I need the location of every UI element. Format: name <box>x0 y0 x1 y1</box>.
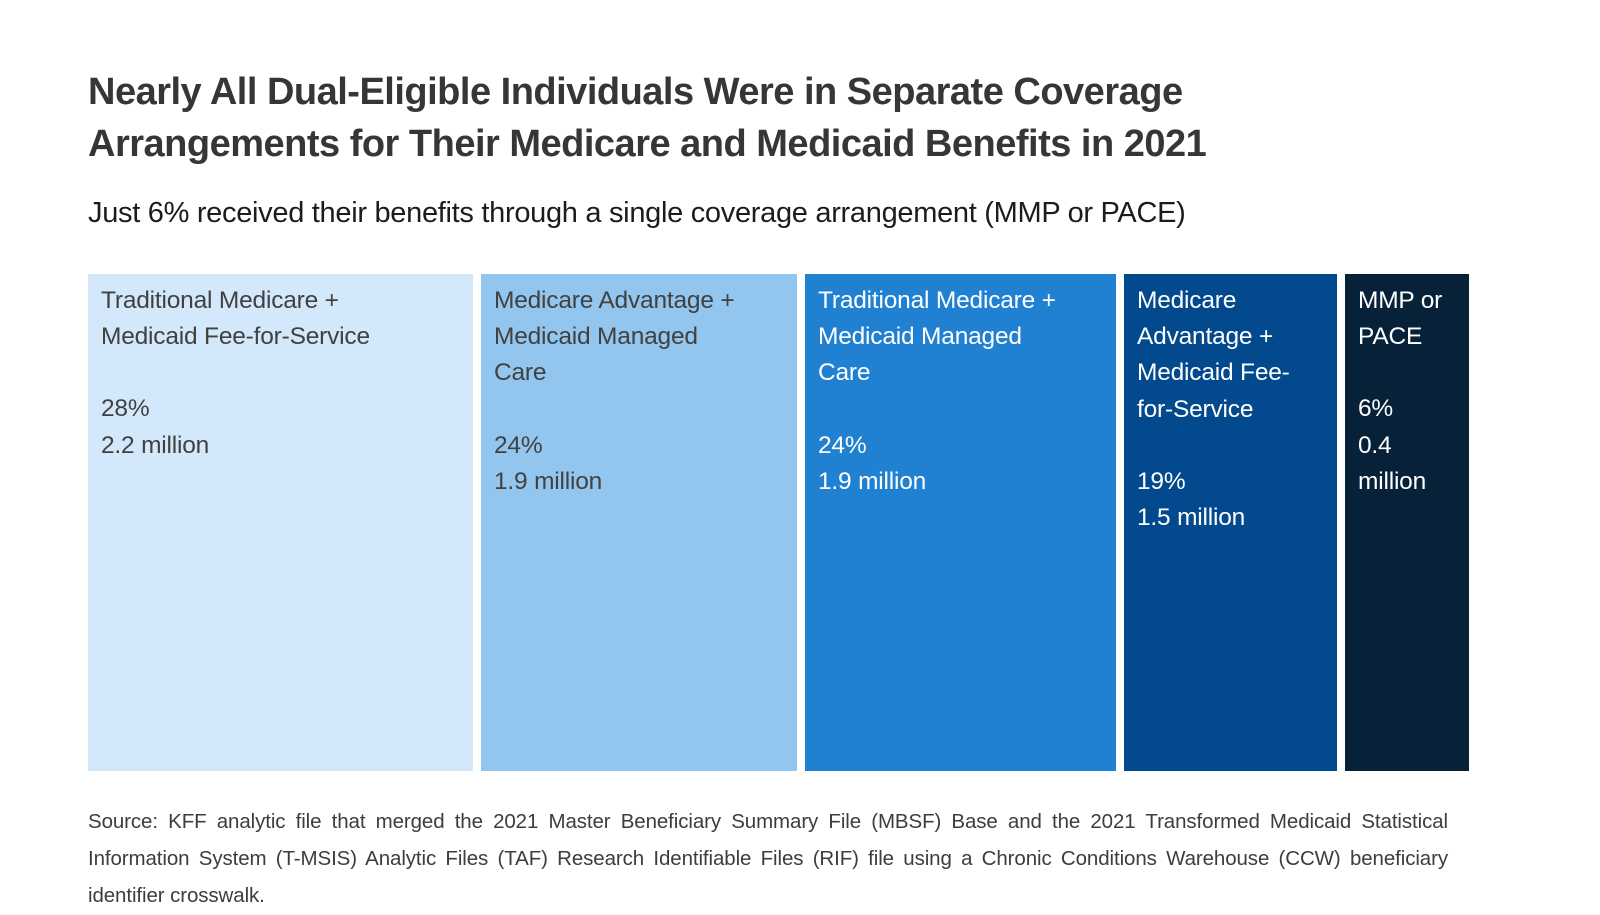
segment-label: Traditional Medicare + Medicaid Managed … <box>818 286 1056 387</box>
segment-amount: 2.2 million <box>101 431 210 459</box>
bar-segment-mmp-or-pace: MMP or PACE 6% 0.4 million <box>1345 273 1469 771</box>
segment-values: 24% 1.9 million <box>494 428 784 501</box>
segment-amount: 1.9 million <box>494 467 603 495</box>
stacked-bar-chart: Traditional Medicare + Medicaid Fee-for-… <box>88 273 1471 771</box>
segment-percent: 19% <box>1137 467 1186 495</box>
bar-segment-traditional-medicare-medicaid-managed-care: Traditional Medicare + Medicaid Managed … <box>805 273 1116 771</box>
segment-values: 6% 0.4 million <box>1358 391 1456 500</box>
segment-amount: 1.5 million <box>1137 504 1246 532</box>
bar-segment-medicare-advantage-medicaid-managed-care: Medicare Advantage + Medicaid Managed Ca… <box>481 273 797 771</box>
segment-amount: 1.9 million <box>818 467 927 495</box>
segment-percent: 24% <box>818 431 867 459</box>
chart-title: Nearly All Dual-Eligible Individuals Wer… <box>88 71 1207 166</box>
segment-label: Medicare Advantage + Medicaid Fee- for-S… <box>1137 286 1290 423</box>
chart-subtitle: Just 6% received their benefits through … <box>88 196 1186 229</box>
segment-amount: 0.4 million <box>1358 431 1427 495</box>
segment-percent: 28% <box>101 395 150 423</box>
bar-segment-traditional-medicare-medicaid-ffs: Traditional Medicare + Medicaid Fee-for-… <box>88 273 473 771</box>
segment-values: 19% 1.5 million <box>1137 464 1324 537</box>
segment-percent: 24% <box>494 431 543 459</box>
segment-label: Medicare Advantage + Medicaid Managed Ca… <box>494 286 735 387</box>
segment-percent: 6% <box>1358 395 1394 423</box>
bar-segment-medicare-advantage-medicaid-ffs: Medicare Advantage + Medicaid Fee- for-S… <box>1124 273 1337 771</box>
segment-values: 28% 2.2 million <box>101 391 460 464</box>
source-note: Source: KFF analytic file that merged th… <box>88 809 1448 907</box>
segment-values: 24% 1.9 million <box>818 428 1103 501</box>
segment-label: MMP or PACE <box>1358 286 1443 351</box>
segment-label: Traditional Medicare + Medicaid Fee-for-… <box>101 286 370 351</box>
